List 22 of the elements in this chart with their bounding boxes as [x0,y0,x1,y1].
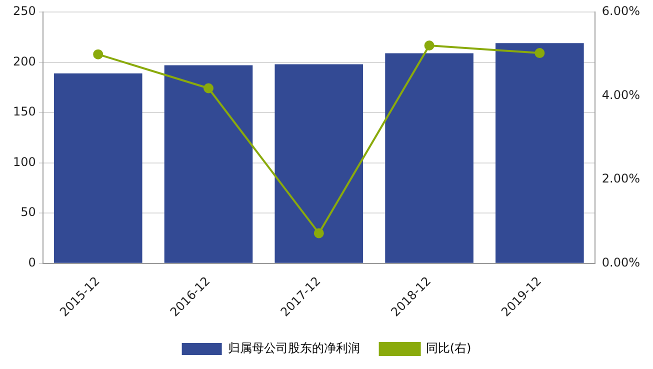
y2-tick-label: 4.00% [602,88,640,102]
y-tick-label: 50 [20,205,36,220]
bar [385,53,474,263]
y-tick-label: 200 [13,54,36,68]
y2-tick-label: 6.00% [602,4,640,18]
y2-tick-label: 0.00% [602,255,640,270]
bar [496,43,584,263]
point [203,83,214,94]
point [534,48,545,58]
bar [164,65,253,263]
bar [54,73,142,263]
point [314,228,324,238]
y2-tick-label: 2.00% [602,172,640,186]
y-tick-label: 0 [28,255,36,270]
legend-label: 同比(右) [426,341,472,356]
y-tick-label: 150 [13,104,36,119]
legend-label: 归属母公司股东的净利润 [228,341,360,356]
y-tick-label: 250 [13,4,36,18]
bar [274,64,364,263]
point [93,49,104,60]
point [424,40,434,51]
y-tick-label: 100 [13,154,36,169]
